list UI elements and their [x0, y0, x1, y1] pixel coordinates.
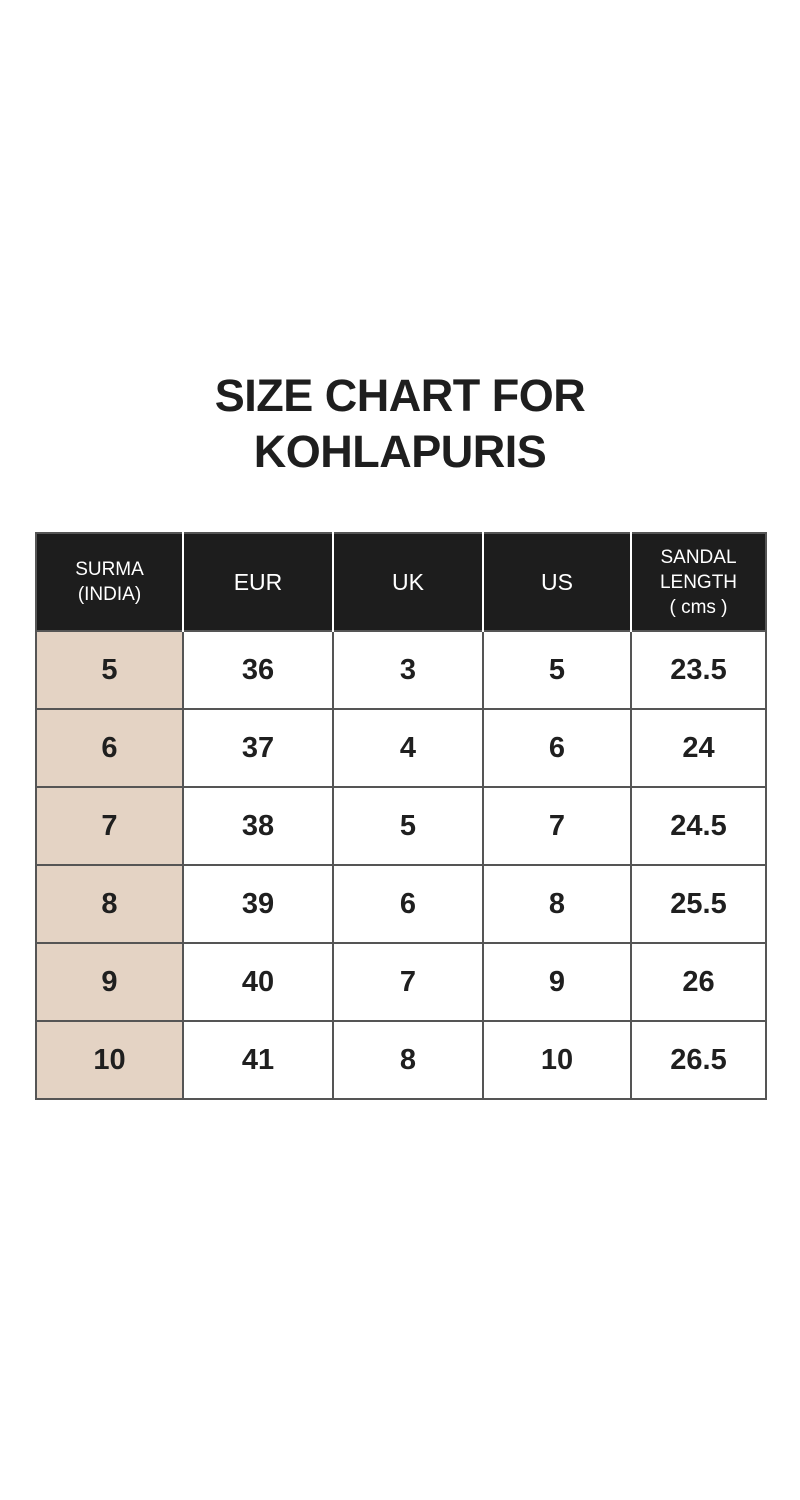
header-line: (INDIA) — [77, 584, 142, 605]
size-cell-length: 26 — [630, 942, 767, 1022]
page-title-line1: SIZE CHART FOR — [214, 370, 586, 421]
table-row: 9 40 7 9 26 — [35, 942, 767, 1022]
column-header-uk: UK — [333, 533, 484, 631]
size-cell-surma: 9 — [35, 942, 184, 1022]
size-cell-surma: 6 — [35, 708, 184, 788]
page-title: SIZE CHART FOR KOHLAPURIS — [0, 368, 800, 480]
header-line: ( cms ) — [669, 596, 728, 618]
page-title-line2: KOHLAPURIS — [253, 426, 547, 477]
size-cell-us: 10 — [482, 1020, 632, 1100]
size-cell-length: 24.5 — [630, 786, 767, 866]
size-cell-uk: 4 — [332, 708, 484, 788]
size-cell-length: 26.5 — [630, 1020, 767, 1100]
table-row: 8 39 6 8 25.5 — [35, 864, 767, 944]
size-cell-surma: 8 — [35, 864, 184, 944]
size-cell-surma: 7 — [35, 786, 184, 866]
size-cell-us: 5 — [482, 630, 632, 710]
header-line: SURMA — [75, 559, 144, 580]
column-header-eur: EUR — [183, 533, 334, 631]
size-cell-us: 9 — [482, 942, 632, 1022]
table-row: 10 41 8 10 26.5 — [35, 1020, 767, 1100]
size-cell-surma: 5 — [35, 630, 184, 710]
size-cell-surma: 10 — [35, 1020, 184, 1100]
size-cell-us: 7 — [482, 786, 632, 866]
table-row: 5 36 3 5 23.5 — [35, 630, 767, 710]
size-cell-length: 25.5 — [630, 864, 767, 944]
size-cell-uk: 7 — [332, 942, 484, 1022]
table-row: 7 38 5 7 24.5 — [35, 786, 767, 866]
column-header-sandal-length: SANDAL LENGTH ( cms ) — [631, 533, 766, 631]
size-cell-eur: 39 — [182, 864, 334, 944]
header-line: LENGTH — [659, 571, 738, 593]
size-cell-uk: 3 — [332, 630, 484, 710]
size-cell-uk: 6 — [332, 864, 484, 944]
size-cell-eur: 41 — [182, 1020, 334, 1100]
column-header-us: US — [483, 533, 632, 631]
size-cell-eur: 40 — [182, 942, 334, 1022]
size-cell-uk: 8 — [332, 1020, 484, 1100]
size-cell-us: 8 — [482, 864, 632, 944]
header-line: SANDAL — [660, 546, 737, 568]
size-cell-eur: 37 — [182, 708, 334, 788]
size-cell-eur: 38 — [182, 786, 334, 866]
size-cell-us: 6 — [482, 708, 632, 788]
table-row: 6 37 4 6 24 — [35, 708, 767, 788]
size-cell-eur: 36 — [182, 630, 334, 710]
size-cell-length: 23.5 — [630, 630, 767, 710]
column-header-surma-india: SURMA (INDIA) — [36, 533, 184, 631]
size-chart-table: SURMA (INDIA) EUR UK US SANDAL LENGTH ( … — [35, 532, 767, 1100]
size-cell-length: 24 — [630, 708, 767, 788]
header-row: SURMA (INDIA) EUR UK US SANDAL LENGTH ( … — [36, 533, 766, 631]
size-cell-uk: 5 — [332, 786, 484, 866]
